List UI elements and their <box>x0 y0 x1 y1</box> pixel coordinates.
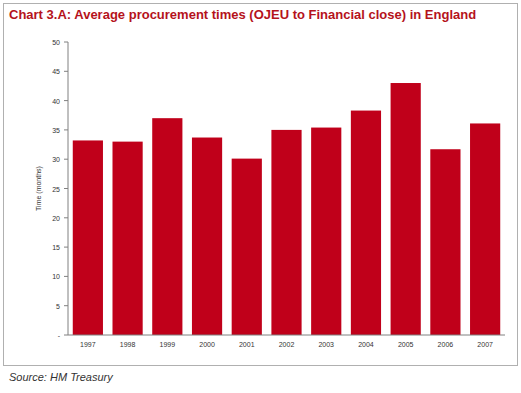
y-tick-label: 35 <box>52 127 60 134</box>
x-tick-label: 2000 <box>199 341 215 348</box>
x-axis <box>68 335 505 336</box>
bar <box>112 142 142 335</box>
bar <box>351 111 381 335</box>
y-tick <box>64 159 68 160</box>
y-tick <box>64 217 68 218</box>
y-tick-label: 25 <box>52 186 60 193</box>
bar <box>73 140 103 335</box>
y-tick <box>64 129 68 130</box>
bar <box>470 123 500 335</box>
x-tick-label: 2005 <box>398 341 414 348</box>
x-tick-label: 1999 <box>160 341 176 348</box>
title: Chart 3.A: Average procurement times (OJ… <box>9 7 476 22</box>
bar <box>311 128 341 335</box>
x-tick-label: 2001 <box>239 341 255 348</box>
y-tick <box>64 335 68 336</box>
bar <box>232 159 262 335</box>
y-tick-label: 50 <box>52 39 60 46</box>
y-tick <box>64 247 68 248</box>
y-tick-label: 5 <box>56 303 60 310</box>
y-tick-label: - <box>58 332 61 339</box>
y-tick <box>64 188 68 189</box>
y-tick <box>64 276 68 277</box>
y-tick-label: 15 <box>52 244 60 251</box>
bar <box>152 118 182 335</box>
frame <box>4 4 518 366</box>
source: Source: HM Treasury <box>9 371 114 383</box>
y-tick-label: 40 <box>52 98 60 105</box>
y-tick <box>64 100 68 101</box>
y-tick-label: 20 <box>52 215 60 222</box>
x-tick-label: 2006 <box>438 341 454 348</box>
bar <box>430 149 460 335</box>
bar <box>391 83 421 335</box>
bar <box>192 138 222 335</box>
y-tick-label: 45 <box>52 68 60 75</box>
x-tick-label: 2002 <box>279 341 295 348</box>
y-axis-label: Time (months) <box>35 166 43 211</box>
x-tick-label: 2004 <box>358 341 374 348</box>
chart-root: Chart 3.A: Average procurement times (OJ… <box>0 0 521 393</box>
y-tick-label: 30 <box>52 156 60 163</box>
y-tick <box>64 305 68 306</box>
bar <box>271 130 301 335</box>
x-tick-label: 1997 <box>80 341 96 348</box>
y-tick-label: 10 <box>52 273 60 280</box>
x-tick-label: 2003 <box>318 341 334 348</box>
x-tick-label: 2007 <box>477 341 493 348</box>
y-tick <box>64 71 68 72</box>
y-tick <box>64 42 68 43</box>
x-tick-label: 1998 <box>120 341 136 348</box>
